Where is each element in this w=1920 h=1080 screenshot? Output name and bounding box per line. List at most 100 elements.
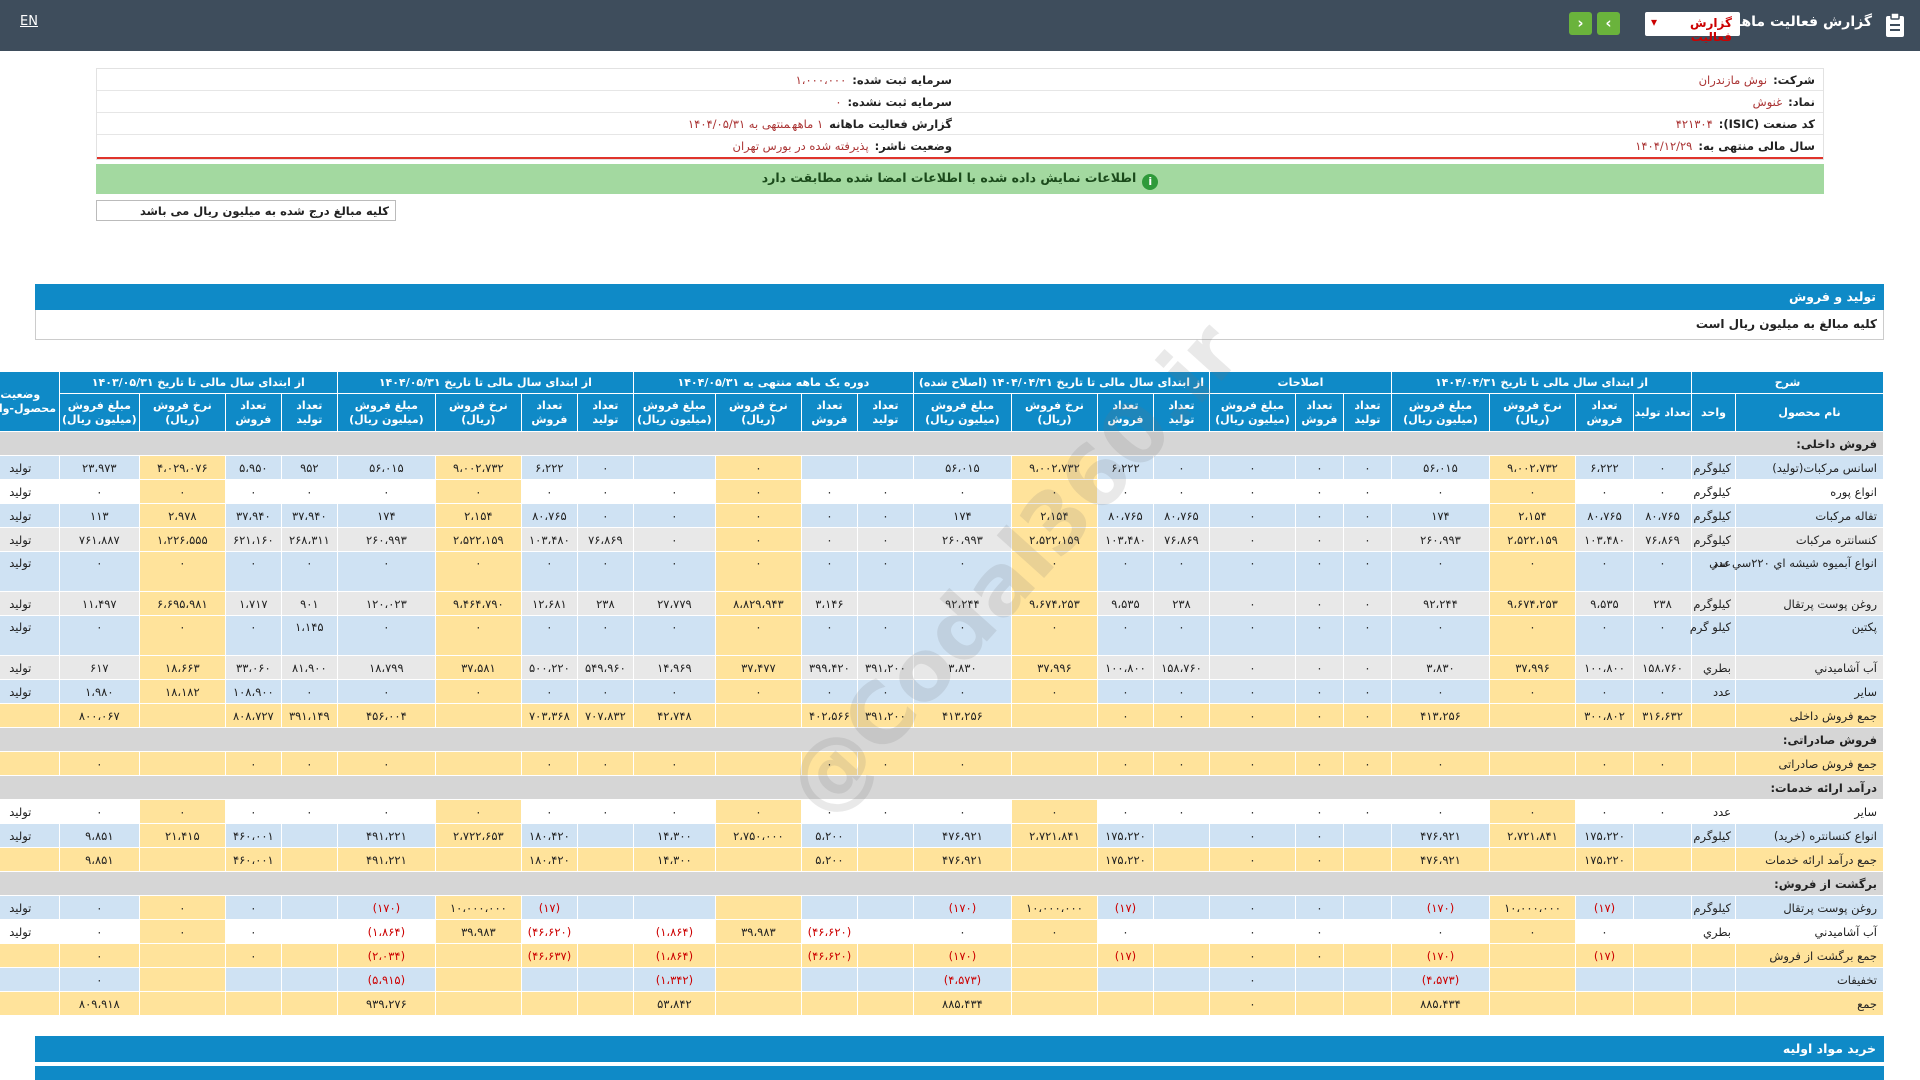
table-cell: ۰ <box>280 479 338 504</box>
table-cell <box>632 895 716 920</box>
table-cell: ۰ <box>280 799 338 824</box>
table-cell: ۰ <box>224 895 282 920</box>
table-cell: ۰ <box>224 615 282 656</box>
table-cell: ۶۲۱،۱۶۰ <box>224 527 282 552</box>
table-cell: ۰ <box>1342 551 1392 592</box>
table-cell: ۸۰۸،۷۲۷ <box>224 703 282 728</box>
table-cell: ۲،۱۵۴ <box>1010 503 1098 528</box>
table-cell: ۰ <box>1294 943 1344 968</box>
table-cell: ۰ <box>1489 679 1576 704</box>
table-cell <box>714 847 802 872</box>
table-cell: ۰ <box>1010 551 1098 592</box>
table-row: جمع ۸۸۵،۴۳۴ ۰ ۸۸۵،۴۳۴ ۵۳،۸۴۲ ۹۳۹،۲۷۶ ۸۰۹،۹۱۸ <box>0 991 1884 1016</box>
table-cell: ۰ <box>1575 615 1634 656</box>
chevron-left-icon: ‹ <box>1577 14 1584 32</box>
table-cell: ۰ <box>1096 679 1154 704</box>
table-cell: ۰ <box>1294 479 1344 504</box>
table-cell: ۳۷،۹۴۰ <box>224 503 282 528</box>
table-cell: ۱۷۵،۲۲۰ <box>1096 823 1154 848</box>
fiscal-year-label: سال مالی منتهی به: <box>1698 139 1815 153</box>
table-cell <box>280 967 338 992</box>
table-cell: ۰ <box>1575 919 1634 944</box>
table-cell: ۸۰۰،۰۶۷ <box>58 703 140 728</box>
table-cell: ۰ <box>1294 847 1344 872</box>
product-status <box>0 967 60 992</box>
product-name: پکتین <box>1735 615 1884 656</box>
table-cell: ۰ <box>1342 615 1392 656</box>
table-cell: ۰ <box>1575 551 1634 592</box>
table-cell: ۸۰،۷۶۵ <box>1096 503 1154 528</box>
previous-report-button[interactable]: ‹ <box>1569 12 1592 35</box>
table-cell: ۹،۴۶۴،۷۹۰ <box>434 591 522 616</box>
verification-text: اطلاعات نمایش داده شده با اطلاعات امضا ش… <box>761 170 1137 185</box>
table-cell: ۰ <box>1010 679 1098 704</box>
table-cell: ۰ <box>856 527 914 552</box>
table-cell <box>1633 991 1692 1016</box>
subheader-sales: تعداد فروش <box>224 393 282 432</box>
table-cell: ۰ <box>856 479 914 504</box>
table-cell: ۰ <box>520 551 578 592</box>
table-cell: (۲،۰۳۴) <box>336 943 436 968</box>
table-cell: ۰ <box>1633 751 1692 776</box>
next-report-button[interactable]: › <box>1597 12 1620 35</box>
table-cell: (۴۶،۶۲۰) <box>800 943 858 968</box>
subheader-amount: مبلغ فروش (میلیون ریال) <box>58 393 140 432</box>
table-cell: (۱۷۰) <box>1390 943 1491 968</box>
table-cell: ۰ <box>1152 455 1210 480</box>
table-cell <box>1342 823 1392 848</box>
table-cell: ۱۰۳،۴۸۰ <box>1575 527 1634 552</box>
table-cell: ۱،۷۱۷ <box>224 591 282 616</box>
table-cell: ۴۱۳،۲۵۶ <box>912 703 1012 728</box>
table-row: روغن پوست پرتقال کیلوگرم ۲۳۸ ۹،۵۳۵ ۹،۶۷۴،۲۵۳… <box>0 591 1884 616</box>
table-cell: ۰ <box>1208 751 1296 776</box>
table-cell: ۰ <box>1294 655 1344 680</box>
table-cell: ۰ <box>58 943 140 968</box>
symbol-link[interactable]: غنوش <box>1752 95 1783 109</box>
table-cell: ۲۳۸ <box>576 591 634 616</box>
table-cell: ۰ <box>1208 503 1296 528</box>
table-cell <box>434 991 522 1016</box>
table-cell: ۰ <box>1390 551 1491 592</box>
table-cell: ۹،۰۰۲،۷۳۲ <box>1010 455 1098 480</box>
table-cell: ۰ <box>1208 823 1296 848</box>
table-cell: ۴۰۲،۵۶۶ <box>800 703 858 728</box>
table-cell: ۳۷،۵۸۱ <box>434 655 522 680</box>
table-cell <box>1152 895 1210 920</box>
table-cell: ۰ <box>1208 919 1296 944</box>
table-cell <box>856 847 914 872</box>
subheader-rate: نرخ فروش (ریال) <box>714 393 802 432</box>
table-cell <box>1152 991 1210 1016</box>
table-cell: ۰ <box>1390 479 1491 504</box>
table-cell: ۰ <box>1096 551 1154 592</box>
table-cell: ۰ <box>912 615 1012 656</box>
table-cell: ۰ <box>912 751 1012 776</box>
table-cell: ۱۰۸،۹۰۰ <box>224 679 282 704</box>
table-cell: ۸۸۵،۴۳۴ <box>912 991 1012 1016</box>
table-cell: ۰ <box>1010 479 1098 504</box>
table-cell <box>1010 703 1098 728</box>
table-cell: ۹،۰۰۲،۷۳۲ <box>1489 455 1576 480</box>
table-cell: (۱۷۰) <box>912 895 1012 920</box>
table-cell: ۷۶۱،۸۸۷ <box>58 527 140 552</box>
table-cell: ۵۳،۸۴۲ <box>632 991 716 1016</box>
table-section-row: فروش صادراتی: <box>0 727 1885 752</box>
company-name-link[interactable]: نوش مازندران <box>1698 73 1768 87</box>
table-cell: ۱۴،۹۶۹ <box>632 655 716 680</box>
report-type-select[interactable]: گزارش فعالیت ▾ <box>1645 12 1740 44</box>
language-toggle[interactable]: EN <box>20 14 38 29</box>
table-cell: ۱۷۴ <box>912 503 1012 528</box>
table-cell <box>1342 919 1392 944</box>
product-status: تولید <box>0 919 60 944</box>
table-cell: ۰ <box>576 455 634 480</box>
product-name: تخفیفات <box>1735 967 1884 992</box>
table-cell: ۰ <box>1633 551 1692 592</box>
table-cell: ۰ <box>1152 479 1210 504</box>
product-unit: عدد <box>1691 679 1736 704</box>
table-cell: ۰ <box>576 479 634 504</box>
table-cell: ۰ <box>1208 895 1296 920</box>
product-unit: عدد <box>1691 551 1736 592</box>
table-cell: ۰ <box>1152 551 1210 592</box>
table-cell: ۹،۵۳۵ <box>1575 591 1634 616</box>
table-cell: ۰ <box>800 551 858 592</box>
table-cell: ۹۵۲ <box>280 455 338 480</box>
